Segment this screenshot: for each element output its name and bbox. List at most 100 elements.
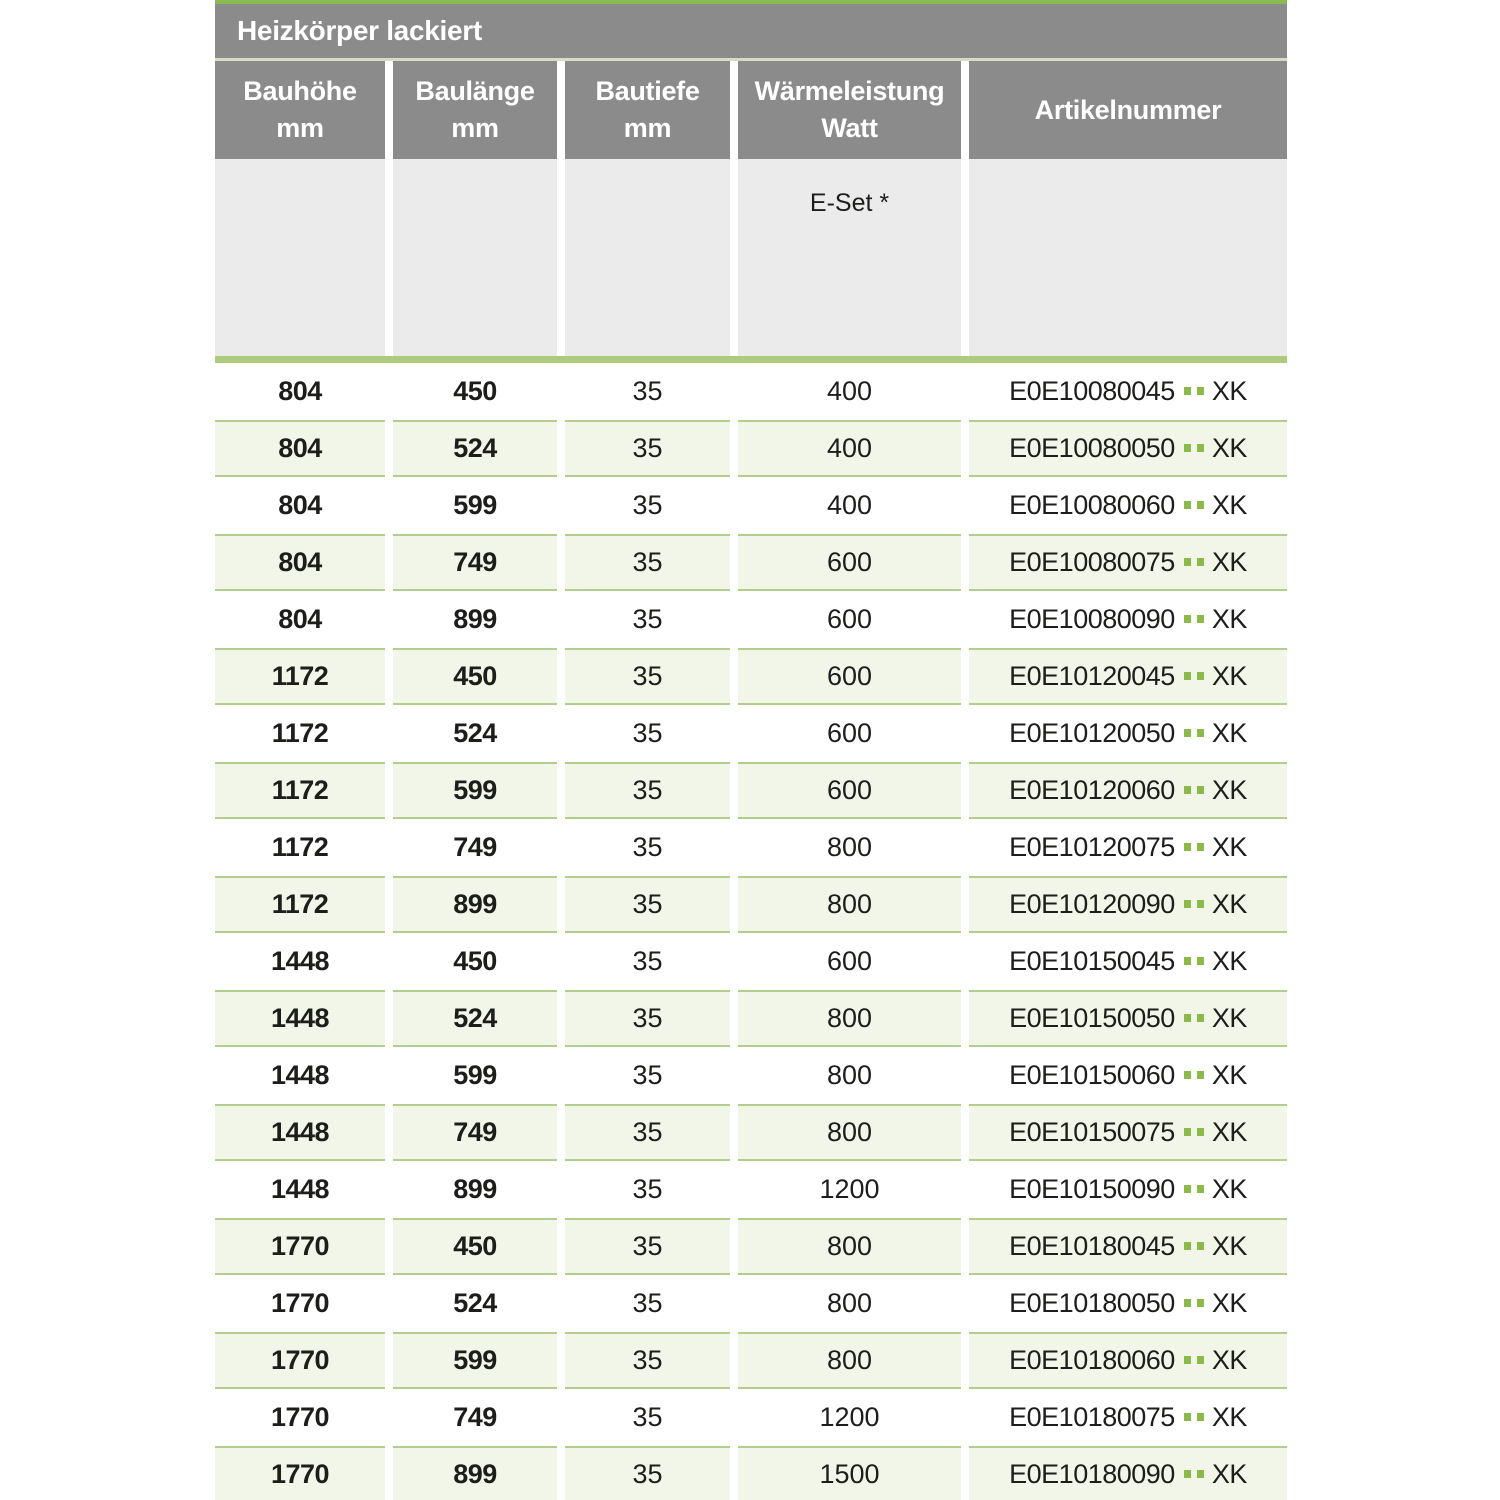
column-gap	[730, 1104, 738, 1161]
header-label: Wärmeleistung	[754, 76, 945, 106]
artikelnummer-base: E0E10150090	[1009, 1174, 1175, 1204]
cell-bautiefe: 35	[632, 718, 663, 748]
artikelnummer-base: E0E10150075	[1009, 1117, 1175, 1147]
cell-bauhoehe: 1448	[270, 1174, 330, 1204]
color-code-dot-icon	[1196, 443, 1204, 452]
table-row: 1172 599 35 600 E0E10120060 XK	[215, 762, 1287, 819]
column-gap	[730, 819, 738, 876]
column-gap	[730, 477, 738, 534]
table-title-bar: Heizkörper lackiert	[215, 4, 1287, 58]
cell-waermeleistung: 800	[826, 832, 873, 862]
color-code-dot-icon	[1183, 386, 1191, 395]
header-artikelnummer: Artikelnummer	[969, 61, 1287, 159]
column-gap	[961, 61, 969, 159]
color-code-dot-icon	[1183, 1127, 1191, 1136]
artikelnummer-suffix: XK	[1211, 946, 1248, 976]
column-gap	[385, 1161, 393, 1218]
cell-waermeleistung: 400	[826, 376, 873, 406]
column-gap	[730, 1389, 738, 1446]
artikelnummer-suffix: XK	[1211, 490, 1248, 520]
cell-waermeleistung: 400	[826, 490, 873, 520]
artikelnummer-base: E0E10150060	[1009, 1060, 1175, 1090]
artikelnummer-suffix: XK	[1211, 1003, 1248, 1033]
table-row: 1172 749 35 800 E0E10120075 XK	[215, 819, 1287, 876]
cell-bautiefe: 35	[565, 1104, 730, 1161]
column-gap	[385, 876, 393, 933]
artikelnummer-base: E0E10120045	[1009, 661, 1175, 691]
column-gap	[557, 1161, 565, 1218]
color-code-dot-icon	[1196, 1298, 1204, 1307]
column-gap	[557, 762, 565, 819]
column-gap	[557, 1104, 565, 1161]
column-gap	[730, 876, 738, 933]
cell-artikelnummer: E0E10120045 XK	[969, 648, 1287, 705]
cell-bauhoehe: 1770	[215, 1446, 385, 1500]
cell-waermeleistung: 1500	[738, 1446, 961, 1500]
cell-waermeleistung: 800	[738, 990, 961, 1047]
cell-bautiefe: 35	[565, 876, 730, 933]
column-gap	[730, 762, 738, 819]
color-code-dot-icon	[1183, 500, 1191, 509]
cell-bauhoehe: 1770	[270, 1288, 330, 1318]
artikelnummer-base: E0E10150045	[1009, 946, 1175, 976]
cell-baulaenge: 599	[393, 762, 557, 819]
cell-baulaenge: 899	[453, 604, 497, 634]
column-gap	[961, 159, 969, 356]
column-gap	[385, 1332, 393, 1389]
color-code-dot-icon	[1196, 386, 1204, 395]
table-title: Heizkörper lackiert	[237, 15, 482, 46]
column-gap	[961, 705, 969, 762]
subheader-cell	[393, 159, 557, 356]
header-label: Artikelnummer	[1034, 94, 1222, 125]
column-gap	[961, 1104, 969, 1161]
cell-bauhoehe: 1448	[270, 1060, 330, 1090]
column-gap	[385, 933, 393, 990]
column-gap	[961, 591, 969, 648]
cell-bauhoehe: 1172	[215, 876, 385, 933]
column-gap	[961, 1218, 969, 1275]
artikelnummer-suffix: XK	[1211, 1174, 1248, 1204]
table-row: 1448 524 35 800 E0E10150050 XK	[215, 990, 1287, 1047]
column-gap	[385, 363, 393, 420]
artikelnummer-base: E0E10120060	[1009, 775, 1175, 805]
cell-waermeleistung: 600	[738, 762, 961, 819]
cell-baulaenge: 599	[393, 1332, 557, 1389]
cell-bauhoehe: 1172	[215, 762, 385, 819]
column-gap	[557, 61, 565, 159]
header-unit: Watt	[821, 113, 878, 143]
header-label: Baulänge	[415, 76, 535, 106]
artikelnummer-suffix: XK	[1211, 718, 1248, 748]
eset-label: E-Set *	[809, 189, 890, 217]
column-gap	[730, 61, 738, 159]
cell-bautiefe: 35	[632, 1402, 663, 1432]
column-gap	[385, 477, 393, 534]
cell-baulaenge: 524	[393, 420, 557, 477]
column-gap	[557, 1218, 565, 1275]
cell-bauhoehe: 804	[215, 420, 385, 477]
color-code-dot-icon	[1196, 1355, 1204, 1364]
color-code-dot-icon	[1183, 899, 1191, 908]
cell-bautiefe: 35	[632, 1060, 663, 1090]
column-gap	[385, 990, 393, 1047]
cell-artikelnummer: E0E10150050 XK	[969, 990, 1287, 1047]
column-gap	[730, 933, 738, 990]
column-gap	[730, 159, 738, 356]
artikelnummer-base: E0E10120050	[1009, 718, 1175, 748]
artikelnummer-suffix: XK	[1211, 547, 1248, 577]
color-code-dot-icon	[1196, 899, 1204, 908]
cell-artikelnummer: E0E10120090 XK	[969, 876, 1287, 933]
column-gap	[557, 363, 565, 420]
column-gap	[557, 648, 565, 705]
cell-artikelnummer: E0E10180045 XK	[969, 1218, 1287, 1275]
column-gap	[961, 933, 969, 990]
cell-waermeleistung: 1200	[819, 1402, 880, 1432]
artikelnummer-base: E0E10180045	[1009, 1231, 1175, 1261]
color-code-dot-icon	[1196, 1127, 1204, 1136]
subheader-cell	[215, 159, 385, 356]
cell-artikelnummer: E0E10120050 XK	[969, 705, 1287, 762]
color-code-dot-icon	[1196, 1070, 1204, 1079]
cell-waermeleistung: 600	[826, 718, 873, 748]
column-gap	[961, 363, 969, 420]
color-code-dot-icon	[1183, 842, 1191, 851]
column-gap	[961, 1161, 969, 1218]
